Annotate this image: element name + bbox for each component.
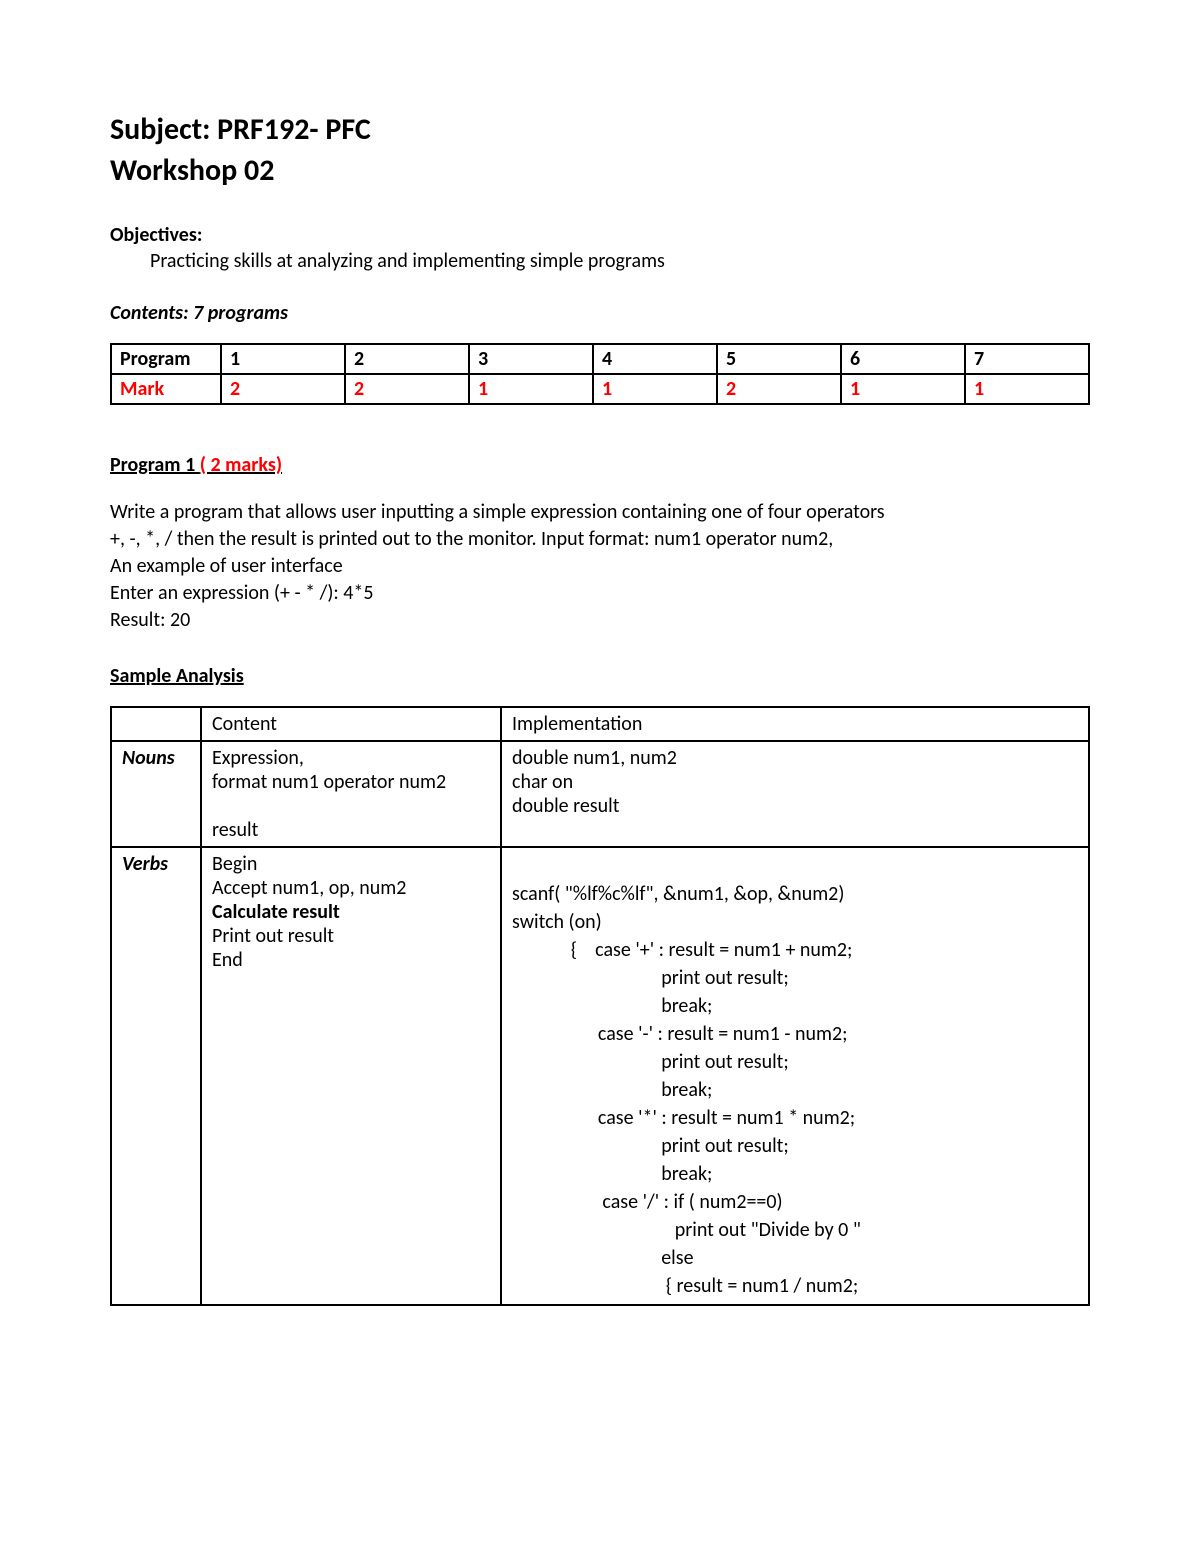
mark-cell: 2 [221, 374, 345, 404]
analysis-col2-header: Implementation [501, 707, 1089, 741]
program-cell: 3 [469, 344, 593, 374]
mark-cell: 2 [345, 374, 469, 404]
table-row: Content Implementation [111, 707, 1089, 741]
content-line: Accept num1, op, num2 [212, 876, 490, 900]
content-line [212, 794, 490, 818]
analysis-col1-header: Content [201, 707, 501, 741]
subject-line: Subject: PRF192- PFC [110, 110, 1090, 151]
title-block: Subject: PRF192- PFC Workshop 02 [110, 110, 1090, 191]
program1-heading-red: ( 2 marks) [200, 453, 282, 477]
program1-heading: Program 1 ( 2 marks) [110, 453, 1090, 477]
impl-line: double num1, num2 [512, 746, 1078, 770]
verbs-impl: scanf( "%lf%c%lf", &num1, &op, &num2) sw… [501, 847, 1089, 1305]
content-line: End [212, 948, 490, 972]
nouns-label: Nouns [111, 741, 201, 847]
workshop-line: Workshop 02 [110, 151, 1090, 192]
program1-heading-black: Program 1 [110, 453, 200, 477]
program-cell: 6 [841, 344, 965, 374]
sample-analysis-heading: Sample Analysis [110, 664, 1090, 688]
marks-table: Program 1 2 3 4 5 6 7 Mark 2 2 1 1 2 1 1 [110, 343, 1090, 405]
body-line: +, -, *, / then the result is printed ou… [110, 526, 1090, 553]
mark-row-header: Mark [111, 374, 221, 404]
verbs-label: Verbs [111, 847, 201, 1305]
table-row: Verbs Begin Accept num1, op, num2 Calcul… [111, 847, 1089, 1305]
table-row: Mark 2 2 1 1 2 1 1 [111, 374, 1089, 404]
content-line: Print out result [212, 924, 490, 948]
mark-cell: 1 [965, 374, 1089, 404]
document-page: Subject: PRF192- PFC Workshop 02 Objecti… [0, 0, 1200, 1553]
program-cell: 5 [717, 344, 841, 374]
impl-line: char on [512, 770, 1078, 794]
contents-line: Contents: 7 programs [110, 301, 1090, 325]
program-cell: 4 [593, 344, 717, 374]
body-line: An example of user interface [110, 553, 1090, 580]
analysis-col0-header [111, 707, 201, 741]
mark-cell: 2 [717, 374, 841, 404]
program-row-header: Program [111, 344, 221, 374]
content-line: Begin [212, 852, 490, 876]
table-row: Nouns Expression, format num1 operator n… [111, 741, 1089, 847]
program1-description: Write a program that allows user inputti… [110, 499, 1090, 634]
objectives-text: Practicing skills at analyzing and imple… [110, 249, 1090, 273]
content-line: Expression, [212, 746, 490, 770]
mark-cell: 1 [469, 374, 593, 404]
content-line: format num1 operator num2 [212, 770, 490, 794]
program-cell: 2 [345, 344, 469, 374]
content-line: Calculate result [212, 900, 490, 924]
body-line: Write a program that allows user inputti… [110, 499, 1090, 526]
program-cell: 7 [965, 344, 1089, 374]
nouns-impl: double num1, num2 char on double result [501, 741, 1089, 847]
mark-cell: 1 [841, 374, 965, 404]
nouns-content: Expression, format num1 operator num2 re… [201, 741, 501, 847]
mark-cell: 1 [593, 374, 717, 404]
impl-code: scanf( "%lf%c%lf", &num1, &op, &num2) sw… [512, 852, 1078, 1300]
impl-line: double result [512, 794, 1078, 818]
table-row: Program 1 2 3 4 5 6 7 [111, 344, 1089, 374]
analysis-table: Content Implementation Nouns Expression,… [110, 706, 1090, 1306]
objectives-label: Objectives: [110, 223, 1090, 247]
content-line: result [212, 818, 490, 842]
body-line: Result: 20 [110, 607, 1090, 634]
body-line: Enter an expression (+ - * /): 4*5 [110, 580, 1090, 607]
program-cell: 1 [221, 344, 345, 374]
verbs-content: Begin Accept num1, op, num2 Calculate re… [201, 847, 501, 1305]
